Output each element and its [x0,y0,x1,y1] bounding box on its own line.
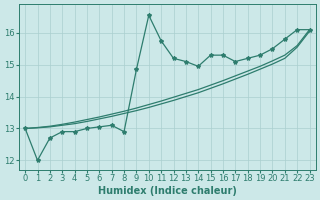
X-axis label: Humidex (Indice chaleur): Humidex (Indice chaleur) [98,186,237,196]
